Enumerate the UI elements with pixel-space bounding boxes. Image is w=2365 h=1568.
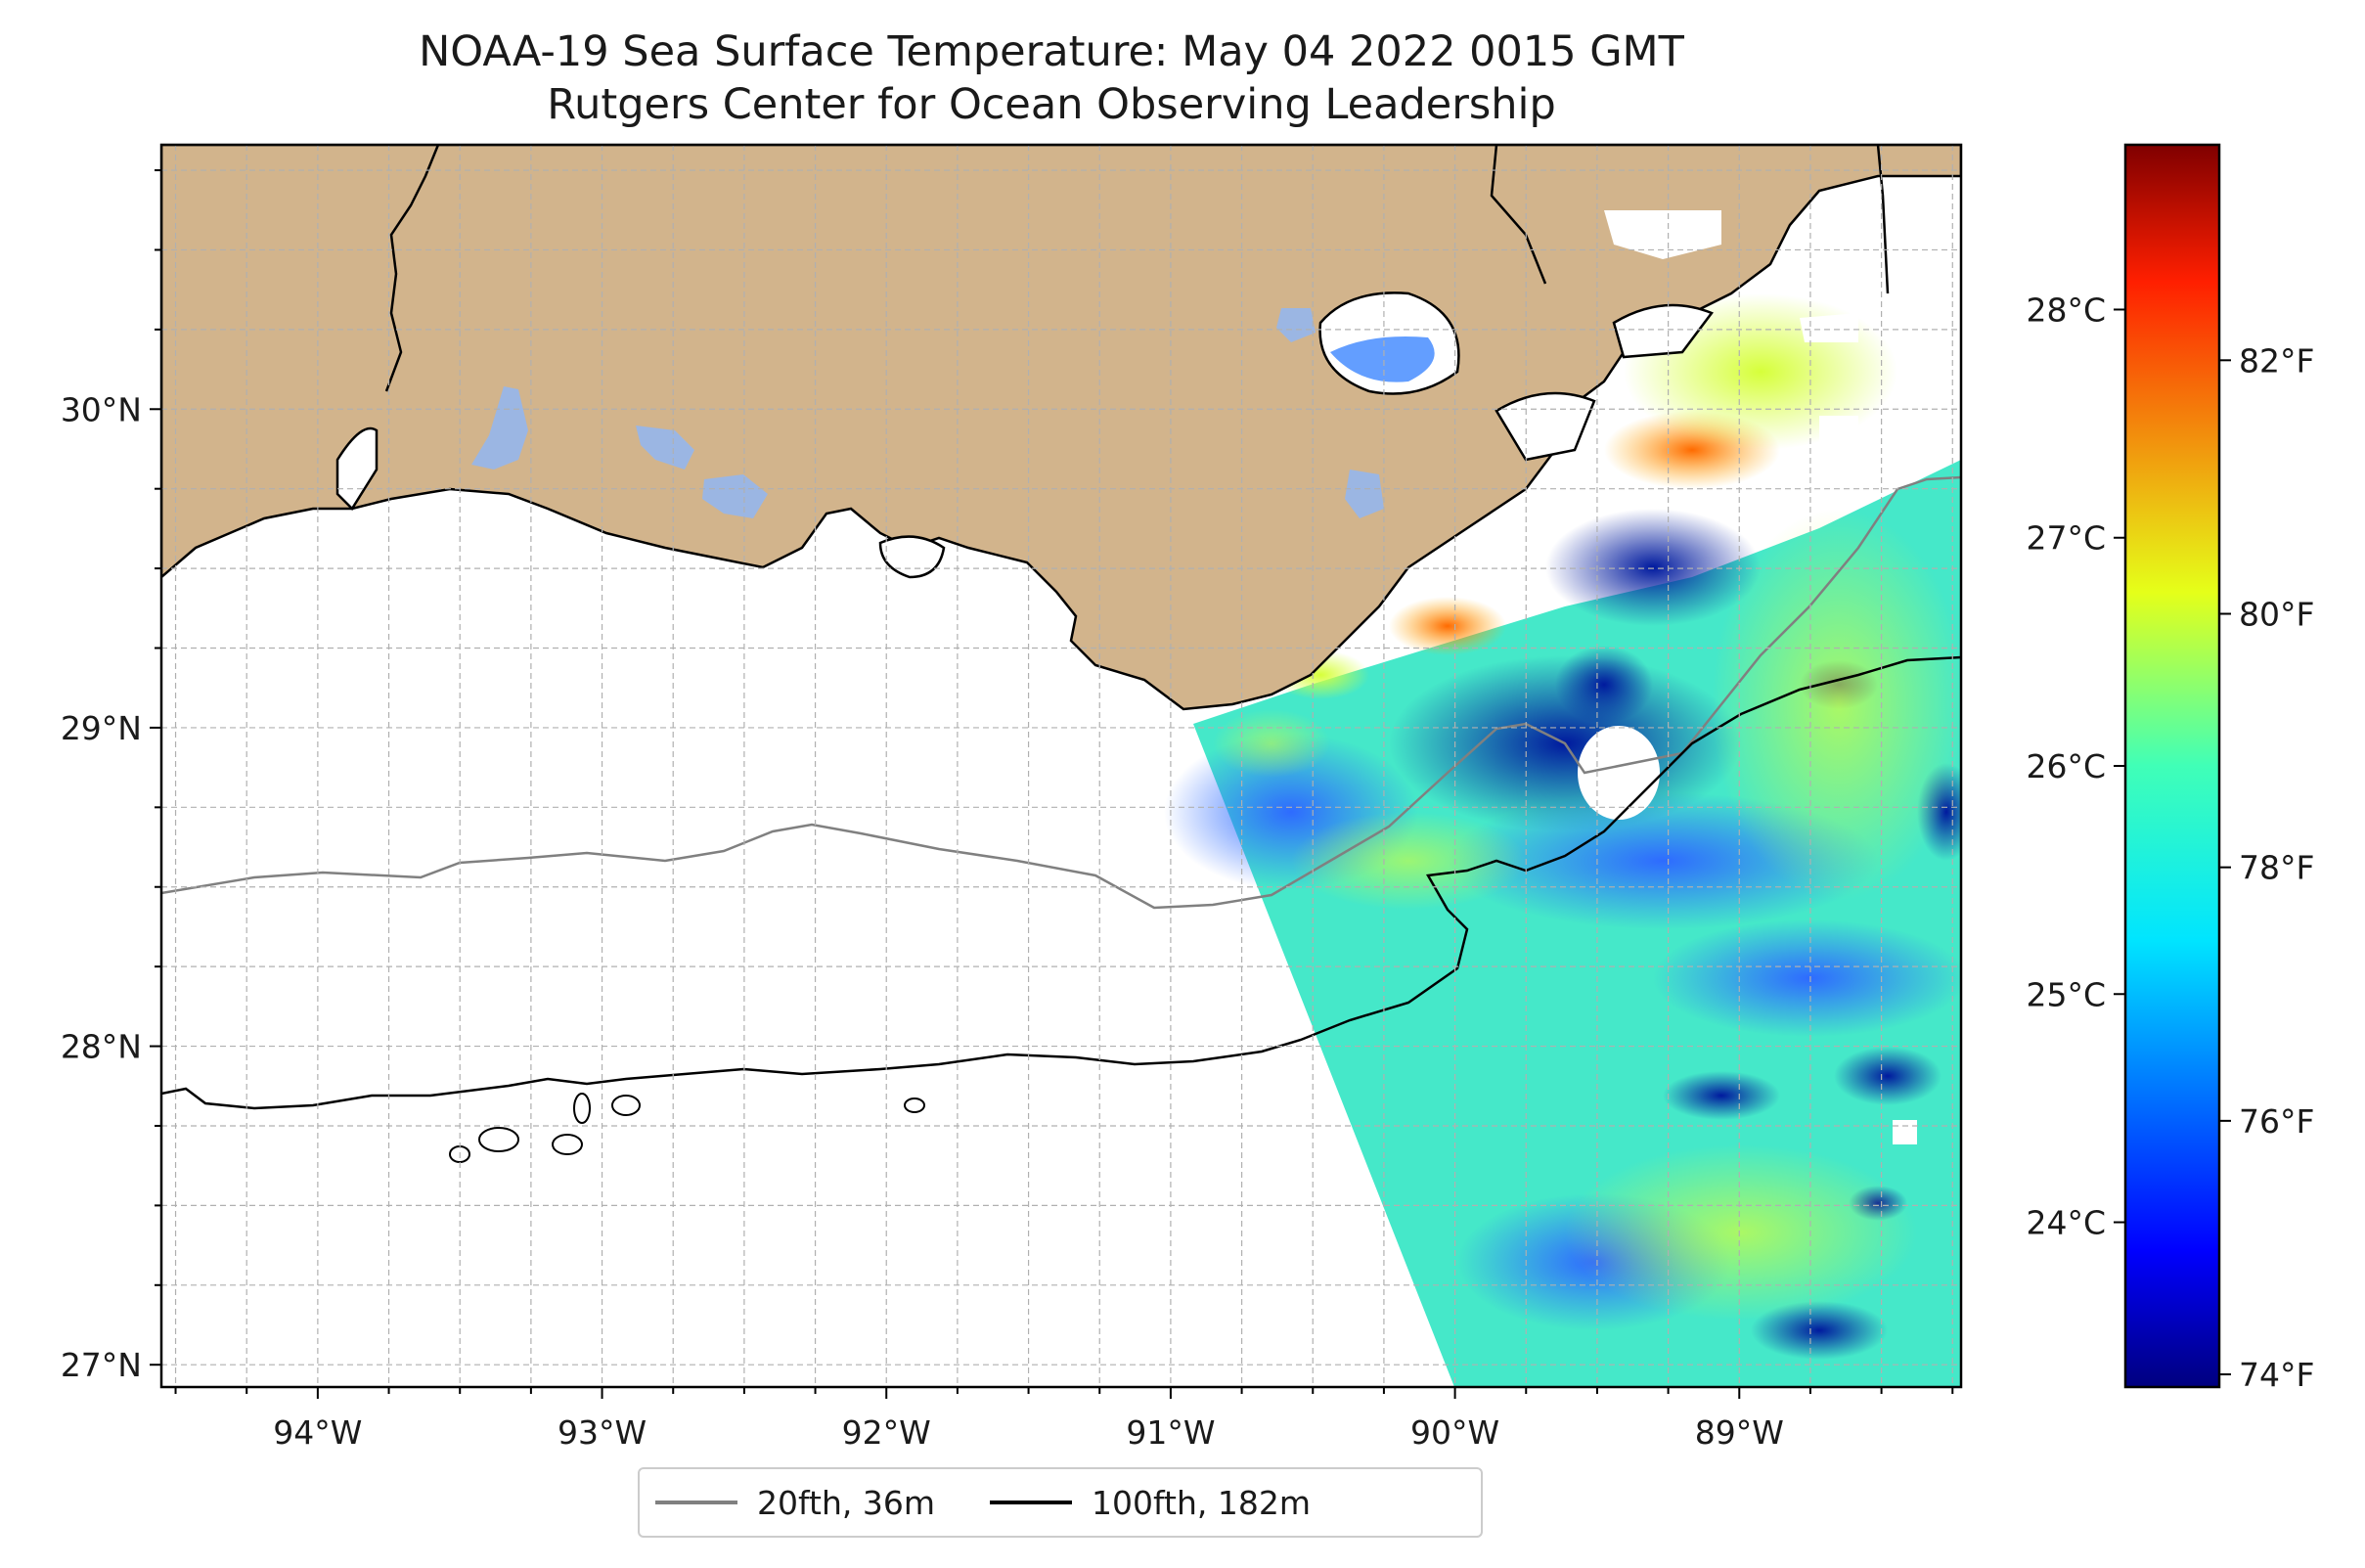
- lat-tick-label: 29°N: [61, 709, 142, 747]
- lat-tick-label: 27°N: [61, 1346, 142, 1384]
- legend-label-100fth: 100fth, 182m: [1092, 1483, 1311, 1522]
- lon-tick-label: 93°W: [558, 1413, 647, 1452]
- legend-item-100fth: 100fth, 182m: [990, 1484, 1311, 1522]
- lon-tick-label: 90°W: [1410, 1413, 1499, 1452]
- legend-item-20fth: 20fth, 36m: [655, 1484, 935, 1522]
- lat-tick-label: 28°N: [61, 1028, 142, 1066]
- legend-line-100fth: [990, 1501, 1072, 1504]
- lake-4: [1276, 308, 1316, 342]
- legend: 20fth, 36m 100fth, 182m: [638, 1467, 1483, 1538]
- colorbar-label-c: 27°C: [2026, 519, 2106, 558]
- lon-tick-label: 91°W: [1126, 1413, 1215, 1452]
- colorbar-label-f: 82°F: [2239, 341, 2314, 380]
- map-gridlines: [161, 145, 1961, 1387]
- colorbar-label-f: 78°F: [2239, 849, 2314, 887]
- lon-tick-label: 89°W: [1695, 1413, 1784, 1452]
- colorbar: [2123, 143, 2221, 1389]
- colorbar-ticks: 74°F 76°F 78°F 80°F 82°F 24°C 25°C 26°C 27°C 28°C: [2026, 291, 2314, 1394]
- colorbar-label-f: 74°F: [2239, 1356, 2314, 1394]
- colorbar-label-f: 80°F: [2239, 595, 2314, 633]
- map-frame: [159, 143, 1963, 1389]
- lon-tick-label: 94°W: [273, 1413, 362, 1452]
- colorbar-label-c: 26°C: [2026, 747, 2106, 785]
- colorbar-label-c: 24°C: [2026, 1204, 2106, 1242]
- lat-tick-label: 30°N: [61, 390, 142, 428]
- lake-2: [636, 426, 694, 470]
- map-axis-ticks: 94°W 93°W 92°W 91°W 90°W 89°W 27°N 28°N 29°N 30°N: [61, 169, 1954, 1452]
- lake-3: [702, 474, 768, 518]
- legend-label-20fth: 20fth, 36m: [757, 1483, 935, 1522]
- lake-5: [1345, 470, 1384, 518]
- legend-line-20fth: [655, 1501, 737, 1504]
- title-line-1: NOAA-19 Sea Surface Temperature: May 04 …: [419, 27, 1684, 76]
- lon-tick-label: 92°W: [842, 1413, 931, 1452]
- colorbar-label-f: 76°F: [2239, 1102, 2314, 1141]
- lake-1: [471, 386, 528, 470]
- colorbar-label-c: 28°C: [2026, 291, 2106, 329]
- colorbar-label-c: 25°C: [2026, 975, 2106, 1013]
- title-line-2: Rutgers Center for Ocean Observing Leade…: [547, 80, 1556, 129]
